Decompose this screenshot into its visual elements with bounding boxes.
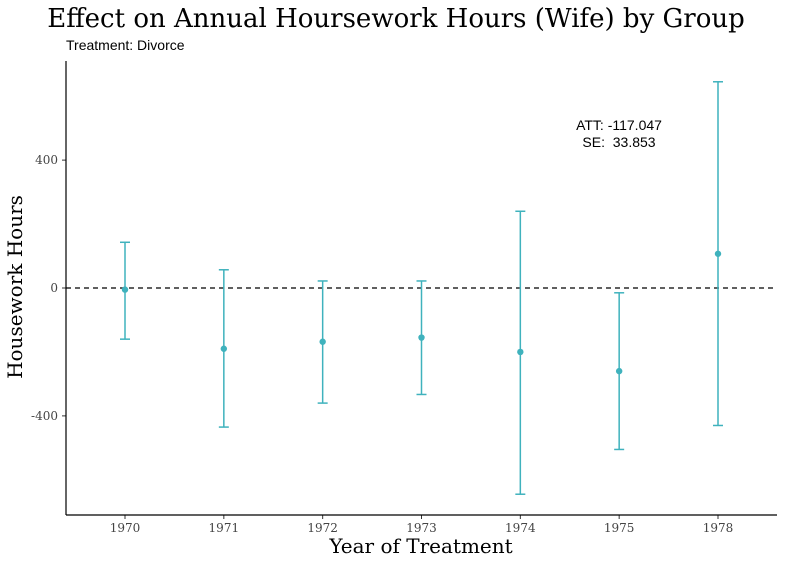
point-estimate-1974: [517, 348, 524, 356]
se-annotation: SE: 33.853: [582, 134, 655, 150]
x-tick-label: 1978: [703, 521, 734, 535]
x-tick-label: 1975: [604, 521, 635, 535]
point-estimate-1975: [615, 367, 623, 375]
chart-subtitle: Treatment: Divorce: [66, 37, 185, 53]
y-axis-title: Housework Hours: [3, 195, 27, 379]
point-estimate-1972: [319, 338, 326, 345]
y-tick-label: 400: [35, 153, 58, 167]
x-axis-ticks: 1970 1971 1972 1973 1974 1975 1978: [110, 515, 734, 535]
point-estimate-1973: [418, 334, 425, 341]
x-tick-label: 1973: [406, 521, 437, 535]
chart-title: Effect on Annual Hoursework Hours (Wife)…: [47, 4, 745, 34]
y-axis-ticks: -400 0 400: [31, 153, 66, 423]
point-estimate-1970: [121, 286, 129, 293]
y-tick-label: -400: [31, 409, 58, 423]
x-axis-title: Year of Treatment: [328, 534, 512, 558]
point-estimate-1978: [714, 250, 722, 257]
x-tick-label: 1974: [505, 521, 536, 535]
x-tick-label: 1970: [110, 521, 141, 535]
att-annotation: ATT: -117.047: [576, 117, 662, 133]
x-tick-label: 1972: [307, 521, 338, 535]
point-estimate-1971: [220, 345, 228, 352]
error-bar-marks: [120, 81, 723, 495]
y-tick-label: 0: [50, 281, 58, 295]
x-tick-label: 1971: [209, 521, 240, 535]
